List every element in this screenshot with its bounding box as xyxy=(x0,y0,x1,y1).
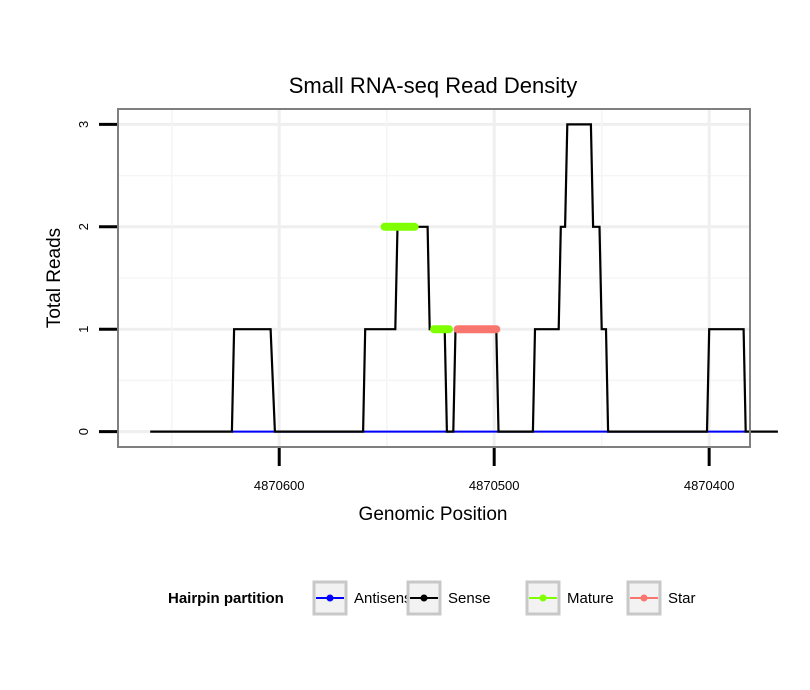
legend-title: Hairpin partition xyxy=(168,590,284,607)
x-axis: 4870600 4870500 4870400 xyxy=(254,448,735,493)
x-axis-title: Genomic Position xyxy=(359,504,508,525)
x-tick-label: 4870500 xyxy=(469,478,520,493)
legend-label-sense: Sense xyxy=(448,590,491,607)
y-axis: 0 1 2 3 xyxy=(76,121,117,435)
legend: Hairpin partition Antisense Sense Mature St… xyxy=(168,580,696,616)
legend-point-sense xyxy=(420,594,428,602)
y-axis-title: Total Reads xyxy=(44,228,65,328)
sense-series-line xyxy=(150,123,778,433)
legend-label-antisense: Antisense xyxy=(354,590,420,607)
legend-point-antisense xyxy=(326,594,334,602)
y-tick-label: 1 xyxy=(76,326,91,333)
x-tick-label: 4870600 xyxy=(254,478,305,493)
data-layer xyxy=(150,123,778,433)
y-tick-label: 0 xyxy=(76,428,91,435)
legend-label-mature: Mature xyxy=(567,590,614,607)
plot-border xyxy=(117,108,751,448)
legend-point-star xyxy=(640,594,648,602)
x-tick-label: 4870400 xyxy=(684,478,735,493)
legend-label-star: Star xyxy=(668,590,696,607)
y-tick-label: 2 xyxy=(76,223,91,230)
chart-title: Small RNA-seq Read Density xyxy=(289,73,578,98)
y-tick-label: 3 xyxy=(76,121,91,128)
legend-point-mature xyxy=(539,594,547,602)
